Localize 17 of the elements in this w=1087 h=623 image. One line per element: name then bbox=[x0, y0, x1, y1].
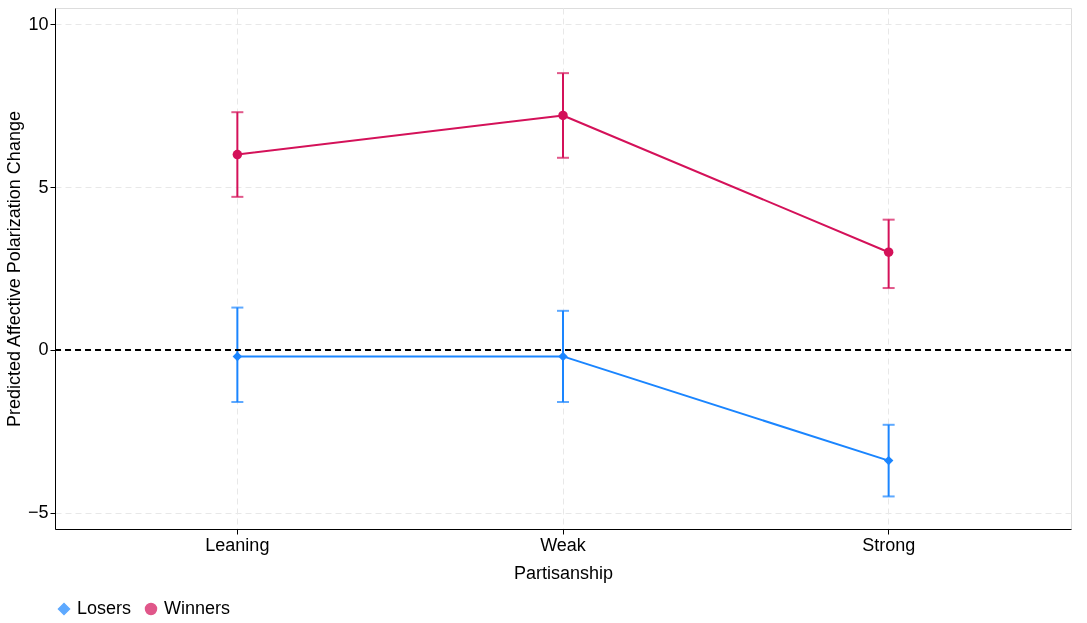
legend-label: Losers bbox=[77, 598, 132, 618]
x-axis-title: Partisanship bbox=[513, 562, 614, 583]
point bbox=[558, 351, 568, 362]
point bbox=[232, 149, 243, 160]
x-tick-label: Strong bbox=[862, 534, 916, 555]
x-tick-label: Weak bbox=[540, 534, 587, 555]
x-tick-label: Leaning bbox=[205, 534, 270, 555]
y-tick-label: 10 bbox=[28, 13, 49, 34]
point bbox=[883, 247, 894, 257]
point bbox=[232, 351, 243, 362]
y-tick-label: 5 bbox=[38, 176, 49, 197]
point bbox=[883, 455, 894, 466]
y-tick-label: −5 bbox=[27, 502, 49, 523]
legend-label: Winners bbox=[164, 598, 231, 618]
y-tick-label: 0 bbox=[38, 339, 49, 360]
y-axis-title: Predicted Affective Polarization Change bbox=[3, 111, 24, 427]
point bbox=[558, 110, 568, 121]
